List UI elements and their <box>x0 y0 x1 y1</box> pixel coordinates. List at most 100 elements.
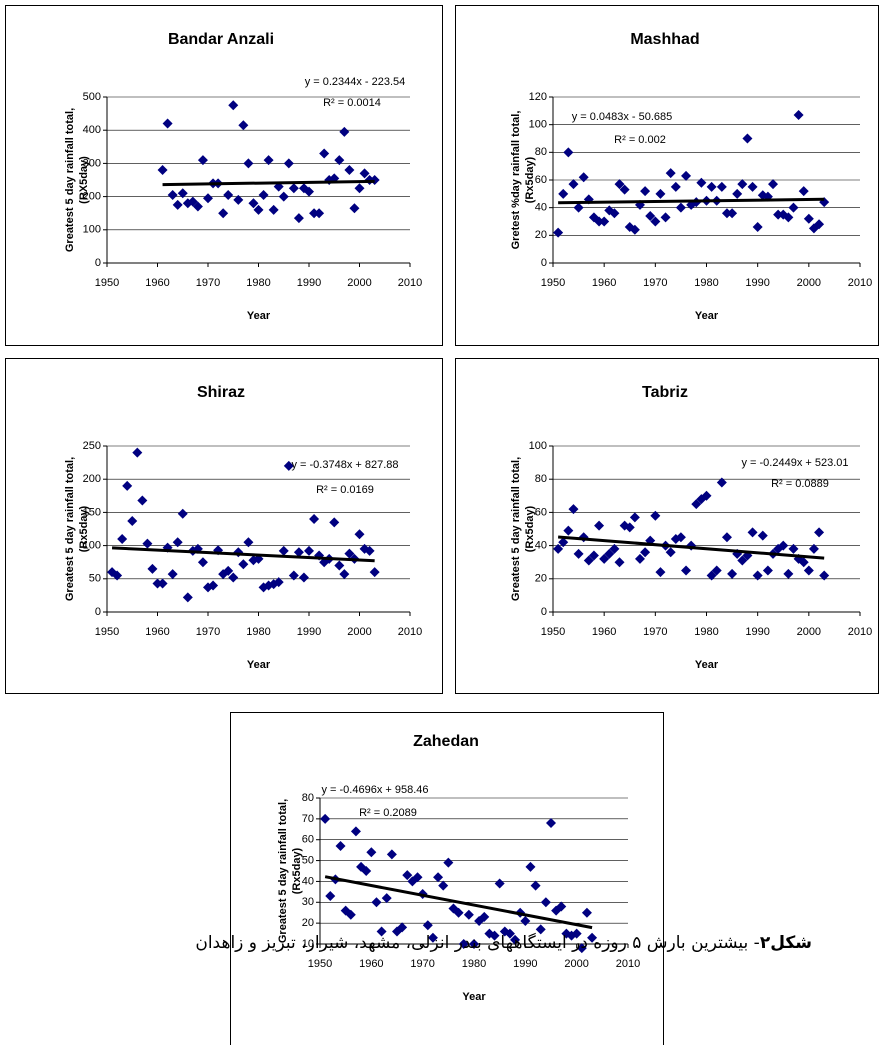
data-point <box>172 199 183 210</box>
data-point <box>581 907 592 918</box>
data-point <box>655 188 666 199</box>
data-point <box>258 189 269 200</box>
data-point <box>510 934 521 945</box>
y-tick-label: 80 <box>535 473 547 485</box>
data-point <box>757 530 768 541</box>
data-point <box>489 930 500 941</box>
r-squared: R² = 0.2089 <box>359 807 417 819</box>
x-axis-label: Year <box>247 659 271 671</box>
data-point <box>599 216 610 227</box>
y-tick-label: 200 <box>83 473 101 485</box>
x-tick-label: 2010 <box>848 626 872 638</box>
y-axis-label: Greatest 5 day rainfall total, <box>510 457 522 601</box>
data-point <box>558 537 569 548</box>
data-point <box>556 901 567 912</box>
y-tick-label: 100 <box>529 440 547 452</box>
data-point <box>376 926 387 937</box>
data-point <box>716 181 727 192</box>
data-point <box>381 893 392 904</box>
data-point <box>525 861 536 872</box>
x-axis-label: Year <box>695 659 719 671</box>
data-point <box>783 212 794 223</box>
caption: شکل۲- بیشترین بارش ۵ روزه در ایستگاههای … <box>195 933 812 953</box>
y-tick-label: 50 <box>89 573 101 585</box>
chart-title: Bandar Anzali <box>168 31 274 48</box>
data-point <box>223 565 234 576</box>
y-tick-label: 0 <box>541 257 547 269</box>
data-point <box>334 560 345 571</box>
data-point <box>563 525 574 536</box>
data-point <box>553 543 564 554</box>
data-point <box>634 553 645 564</box>
trendline <box>324 875 593 930</box>
x-tick-label: 1950 <box>95 277 119 289</box>
data-point <box>359 168 370 179</box>
trendline <box>111 546 375 563</box>
data-point <box>546 818 556 829</box>
data-point <box>762 565 773 576</box>
data-point <box>463 909 474 920</box>
data-point <box>412 872 423 883</box>
data-point <box>568 179 579 190</box>
data-point <box>349 203 360 214</box>
y-tick-label: 20 <box>535 573 547 585</box>
data-point <box>422 920 433 931</box>
data-point <box>293 547 304 558</box>
x-tick-label: 1960 <box>359 958 383 970</box>
y-tick-label: 70 <box>302 813 314 825</box>
data-point <box>650 510 661 521</box>
data-point <box>793 109 804 120</box>
data-point <box>737 179 748 190</box>
data-point <box>329 517 340 528</box>
r-squared: R² = 0.0014 <box>323 97 381 109</box>
x-tick-label: 1990 <box>513 958 537 970</box>
data-point <box>520 916 531 927</box>
x-axis-label: Year <box>462 991 486 1003</box>
y-tick-label: 120 <box>529 91 547 103</box>
x-tick-label: 2000 <box>797 626 821 638</box>
y-axis-label: Gretest %day rainfall total, <box>510 111 522 250</box>
data-point <box>706 181 717 192</box>
data-point <box>640 186 651 197</box>
data-point <box>458 939 469 949</box>
data-point <box>238 559 249 570</box>
data-point <box>233 547 244 558</box>
y-tick-label: 0 <box>541 606 547 618</box>
data-point <box>369 567 380 578</box>
data-point <box>587 932 598 943</box>
data-point <box>112 570 123 581</box>
data-point <box>568 504 579 515</box>
data-point <box>386 849 397 860</box>
data-point <box>167 569 178 580</box>
data-point <box>808 543 819 554</box>
data-point <box>293 213 304 224</box>
trendline-equation: y = -0.4696x + 958.46 <box>321 784 428 796</box>
data-point <box>660 212 671 223</box>
y-tick-label: 400 <box>83 124 101 136</box>
data-point <box>197 155 208 166</box>
y-tick-label: 40 <box>535 202 547 214</box>
trendline-equation: y = -0.3748x + 827.88 <box>291 459 398 471</box>
data-point <box>599 553 610 564</box>
data-point <box>243 158 254 169</box>
y-tick-label: 300 <box>83 157 101 169</box>
data-point <box>167 189 178 200</box>
data-point <box>443 857 454 868</box>
data-point <box>366 847 377 858</box>
x-tick-label: 1950 <box>541 277 565 289</box>
data-point <box>504 928 515 939</box>
data-point <box>558 188 569 199</box>
y-tick-label: 80 <box>535 146 547 158</box>
data-point <box>803 213 814 224</box>
data-point <box>288 570 299 581</box>
x-tick-label: 1950 <box>308 958 332 970</box>
data-point <box>629 224 640 235</box>
data-point <box>314 208 325 219</box>
x-tick-label: 1960 <box>145 626 169 638</box>
y-tick-label: 100 <box>83 224 101 236</box>
data-point <box>283 158 294 169</box>
data-point <box>778 540 789 551</box>
data-point <box>203 193 213 204</box>
data-point <box>691 499 702 510</box>
